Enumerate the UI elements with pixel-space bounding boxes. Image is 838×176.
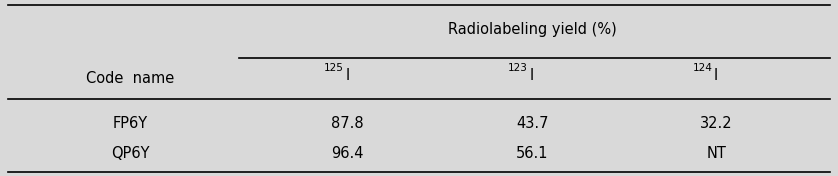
Text: Radiolabeling yield (%): Radiolabeling yield (%) xyxy=(447,21,617,37)
Text: 125: 125 xyxy=(323,63,344,73)
Text: I: I xyxy=(714,68,718,83)
Text: 87.8: 87.8 xyxy=(332,116,364,131)
Text: 56.1: 56.1 xyxy=(516,146,548,161)
Text: 32.2: 32.2 xyxy=(701,116,732,131)
Text: 96.4: 96.4 xyxy=(332,146,364,161)
Text: 124: 124 xyxy=(692,63,712,73)
Text: NT: NT xyxy=(706,146,727,161)
Text: Code  name: Code name xyxy=(85,71,174,86)
Text: I: I xyxy=(345,68,349,83)
Text: 43.7: 43.7 xyxy=(516,116,548,131)
Text: I: I xyxy=(530,68,534,83)
Text: 123: 123 xyxy=(508,63,528,73)
Text: FP6Y: FP6Y xyxy=(112,116,147,131)
Text: QP6Y: QP6Y xyxy=(111,146,149,161)
